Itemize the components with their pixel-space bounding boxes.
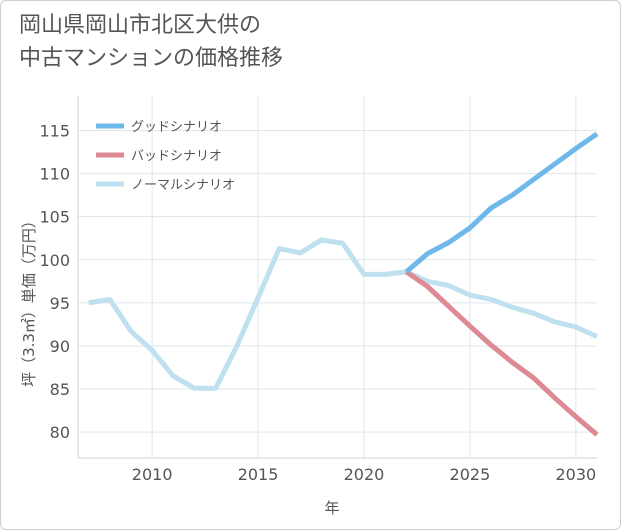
legend-label: グッドシナリオ <box>131 120 222 135</box>
x-tick-label: 2010 <box>132 465 173 484</box>
x-tick-label: 2020 <box>344 465 385 484</box>
chart-title-line-2: 中古マンションの価格推移 <box>19 46 284 71</box>
x-tick-label: 2030 <box>555 465 596 484</box>
chart-title-line-1: 岡山県岡山市北区大供の <box>19 13 262 38</box>
y-tick-label: 95 <box>50 294 70 313</box>
y-tick-label: 110 <box>39 165 70 184</box>
series-line-bad <box>404 269 599 437</box>
series-line-normal <box>88 237 599 391</box>
x-tick-label: 2025 <box>450 465 491 484</box>
y-tick-label: 100 <box>39 251 70 270</box>
y-tick-label: 105 <box>39 208 70 227</box>
y-tick-label: 85 <box>50 380 70 399</box>
x-tick-label: 2015 <box>238 465 279 484</box>
x-tick-labels: 2010 2015 2020 2025 2030 <box>132 465 596 484</box>
y-axis-title: 坪（3.3㎡）単価（万円） <box>20 213 38 387</box>
series-line-good <box>404 131 599 274</box>
chart-title: 岡山県岡山市北区大供の 中古マンションの価格推移 <box>19 9 283 75</box>
y-tick-label: 115 <box>39 121 70 140</box>
y-tick-label: 80 <box>50 423 70 442</box>
x-axis-title: 年 <box>324 499 339 517</box>
legend-label: バッドシナリオ <box>131 149 222 164</box>
y-tick-labels: 80 85 90 95 100 105 110 115 <box>39 121 70 442</box>
series-lines <box>88 131 599 437</box>
legend-label: ノーマルシナリオ <box>131 178 235 193</box>
grid <box>77 96 597 459</box>
y-tick-label: 90 <box>50 337 70 356</box>
